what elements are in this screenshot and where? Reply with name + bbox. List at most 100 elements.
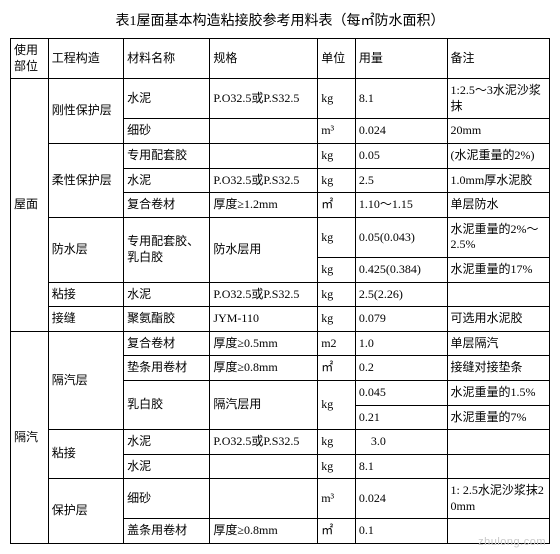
cell-struct: 隔汽层 [48, 331, 123, 429]
cell-note: 水泥重量的1.5% [447, 380, 549, 405]
cell-spec [210, 119, 318, 144]
cell-spec: P.O32.5或P.S32.5 [210, 79, 318, 119]
cell-unit: m³ [318, 479, 356, 519]
col-part: 使用部位 [11, 39, 49, 79]
cell-unit: kg [318, 282, 356, 307]
cell-mat: 聚氨酯胶 [124, 307, 210, 332]
table-row: 防水层 专用配套胶、乳白胶 防水层用 kg 0.05(0.043) 水泥重量的2… [11, 217, 550, 257]
table-row: 接缝 聚氨酯胶 JYM-110 kg 0.079 可选用水泥胶 [11, 307, 550, 332]
col-spec: 规格 [210, 39, 318, 79]
cell-mat: 专用配套胶 [124, 143, 210, 168]
table-row: 保护层 细砂 m³ 0.024 1: 2.5水泥沙浆抹20mm [11, 479, 550, 519]
cell-mat: 水泥 [124, 168, 210, 193]
cell-struct: 防水层 [48, 217, 123, 282]
cell-mat: 专用配套胶、乳白胶 [124, 217, 210, 282]
table-header-row: 使用部位 工程构造 材料名称 规格 单位 用量 备注 [11, 39, 550, 79]
cell-qty: 0.21 [355, 405, 447, 430]
cell-qty: 0.024 [355, 119, 447, 144]
table-row: 粘接 水泥 P.O32.5或P.S32.5 kg 3.0 [11, 430, 550, 455]
cell-qty: 8.1 [355, 79, 447, 119]
table-row: 屋面 刚性保护层 水泥 P.O32.5或P.S32.5 kg 8.1 1:2.5… [11, 79, 550, 119]
cell-spec: 防水层用 [210, 217, 318, 282]
cell-unit: m³ [318, 119, 356, 144]
cell-mat: 乳白胶 [124, 380, 210, 429]
cell-qty: 0.1 [355, 519, 447, 544]
cell-note: 1.0mm厚水泥胶 [447, 168, 549, 193]
cell-note: 单层隔汽 [447, 331, 549, 356]
cell-note: 单层防水 [447, 193, 549, 218]
cell-spec: JYM-110 [210, 307, 318, 332]
cell-struct: 粘接 [48, 430, 123, 479]
table-row: 隔汽 隔汽层 复合卷材 厚度≥0.5mm m2 1.0 单层隔汽 [11, 331, 550, 356]
cell-qty: 1.0 [355, 331, 447, 356]
cell-unit: kg [318, 168, 356, 193]
cell-mat: 水泥 [124, 454, 210, 479]
cell-spec: P.O32.5或P.S32.5 [210, 168, 318, 193]
cell-note: 水泥重量的17% [447, 257, 549, 282]
cell-note: (水泥重量的2%) [447, 143, 549, 168]
cell-mat: 细砂 [124, 119, 210, 144]
cell-mat: 水泥 [124, 79, 210, 119]
cell-unit: ㎡ [318, 519, 356, 544]
table-title: 表1屋面基本构造粘接胶参考用料表（每㎡防水面积） [10, 10, 550, 30]
cell-note [447, 282, 549, 307]
cell-mat: 垫条用卷材 [124, 356, 210, 381]
cell-spec [210, 454, 318, 479]
cell-struct: 粘接 [48, 282, 123, 307]
cell-qty: 3.0 [355, 430, 447, 455]
cell-unit: ㎡ [318, 356, 356, 381]
cell-struct: 刚性保护层 [48, 79, 123, 144]
cell-unit: kg [318, 257, 356, 282]
cell-note: 20mm [447, 119, 549, 144]
cell-unit: kg [318, 143, 356, 168]
cell-spec: P.O32.5或P.S32.5 [210, 430, 318, 455]
cell-note: 接缝对接垫条 [447, 356, 549, 381]
cell-qty: 1.10～1.15 [355, 193, 447, 218]
cell-qty: 0.425(0.384) [355, 257, 447, 282]
cell-unit: kg [318, 217, 356, 257]
col-struct: 工程构造 [48, 39, 123, 79]
cell-mat: 水泥 [124, 282, 210, 307]
cell-mat: 盖条用卷材 [124, 519, 210, 544]
cell-spec [210, 143, 318, 168]
cell-spec: P.O32.5或P.S32.5 [210, 282, 318, 307]
col-qty: 用量 [355, 39, 447, 79]
cell-qty: 0.045 [355, 380, 447, 405]
cell-part: 屋面 [11, 79, 49, 332]
cell-unit: m2 [318, 331, 356, 356]
col-mat: 材料名称 [124, 39, 210, 79]
cell-note [447, 430, 549, 455]
cell-spec: 厚度≥0.8mm [210, 356, 318, 381]
cell-spec: 厚度≥0.8mm [210, 519, 318, 544]
cell-unit: kg [318, 454, 356, 479]
cell-struct: 接缝 [48, 307, 123, 332]
cell-spec: 厚度≥1.2mm [210, 193, 318, 218]
cell-qty: 0.024 [355, 479, 447, 519]
cell-note: 1:2.5～3水泥沙浆抹 [447, 79, 549, 119]
cell-note: 水泥重量的7% [447, 405, 549, 430]
cell-qty: 2.5 [355, 168, 447, 193]
cell-part: 隔汽 [11, 331, 49, 543]
cell-qty: 8.1 [355, 454, 447, 479]
cell-note: 水泥重量的2%～2.5% [447, 217, 549, 257]
materials-table: 使用部位 工程构造 材料名称 规格 单位 用量 备注 屋面 刚性保护层 水泥 P… [10, 38, 550, 544]
cell-unit: kg [318, 307, 356, 332]
cell-unit: kg [318, 79, 356, 119]
cell-qty: 0.05 [355, 143, 447, 168]
cell-unit: kg [318, 430, 356, 455]
cell-qty: 0.079 [355, 307, 447, 332]
col-note: 备注 [447, 39, 549, 79]
cell-note [447, 454, 549, 479]
cell-mat: 复合卷材 [124, 331, 210, 356]
cell-qty: 0.05(0.043) [355, 217, 447, 257]
cell-unit: kg [318, 380, 356, 429]
table-row: 粘接 水泥 P.O32.5或P.S32.5 kg 2.5(2.26) [11, 282, 550, 307]
cell-qty: 0.2 [355, 356, 447, 381]
cell-spec: 厚度≥0.5mm [210, 331, 318, 356]
col-unit: 单位 [318, 39, 356, 79]
cell-spec: 隔汽层用 [210, 380, 318, 429]
cell-struct: 柔性保护层 [48, 143, 123, 217]
cell-mat: 复合卷材 [124, 193, 210, 218]
cell-unit: ㎡ [318, 193, 356, 218]
watermark-text: zhulong.com [478, 536, 546, 548]
